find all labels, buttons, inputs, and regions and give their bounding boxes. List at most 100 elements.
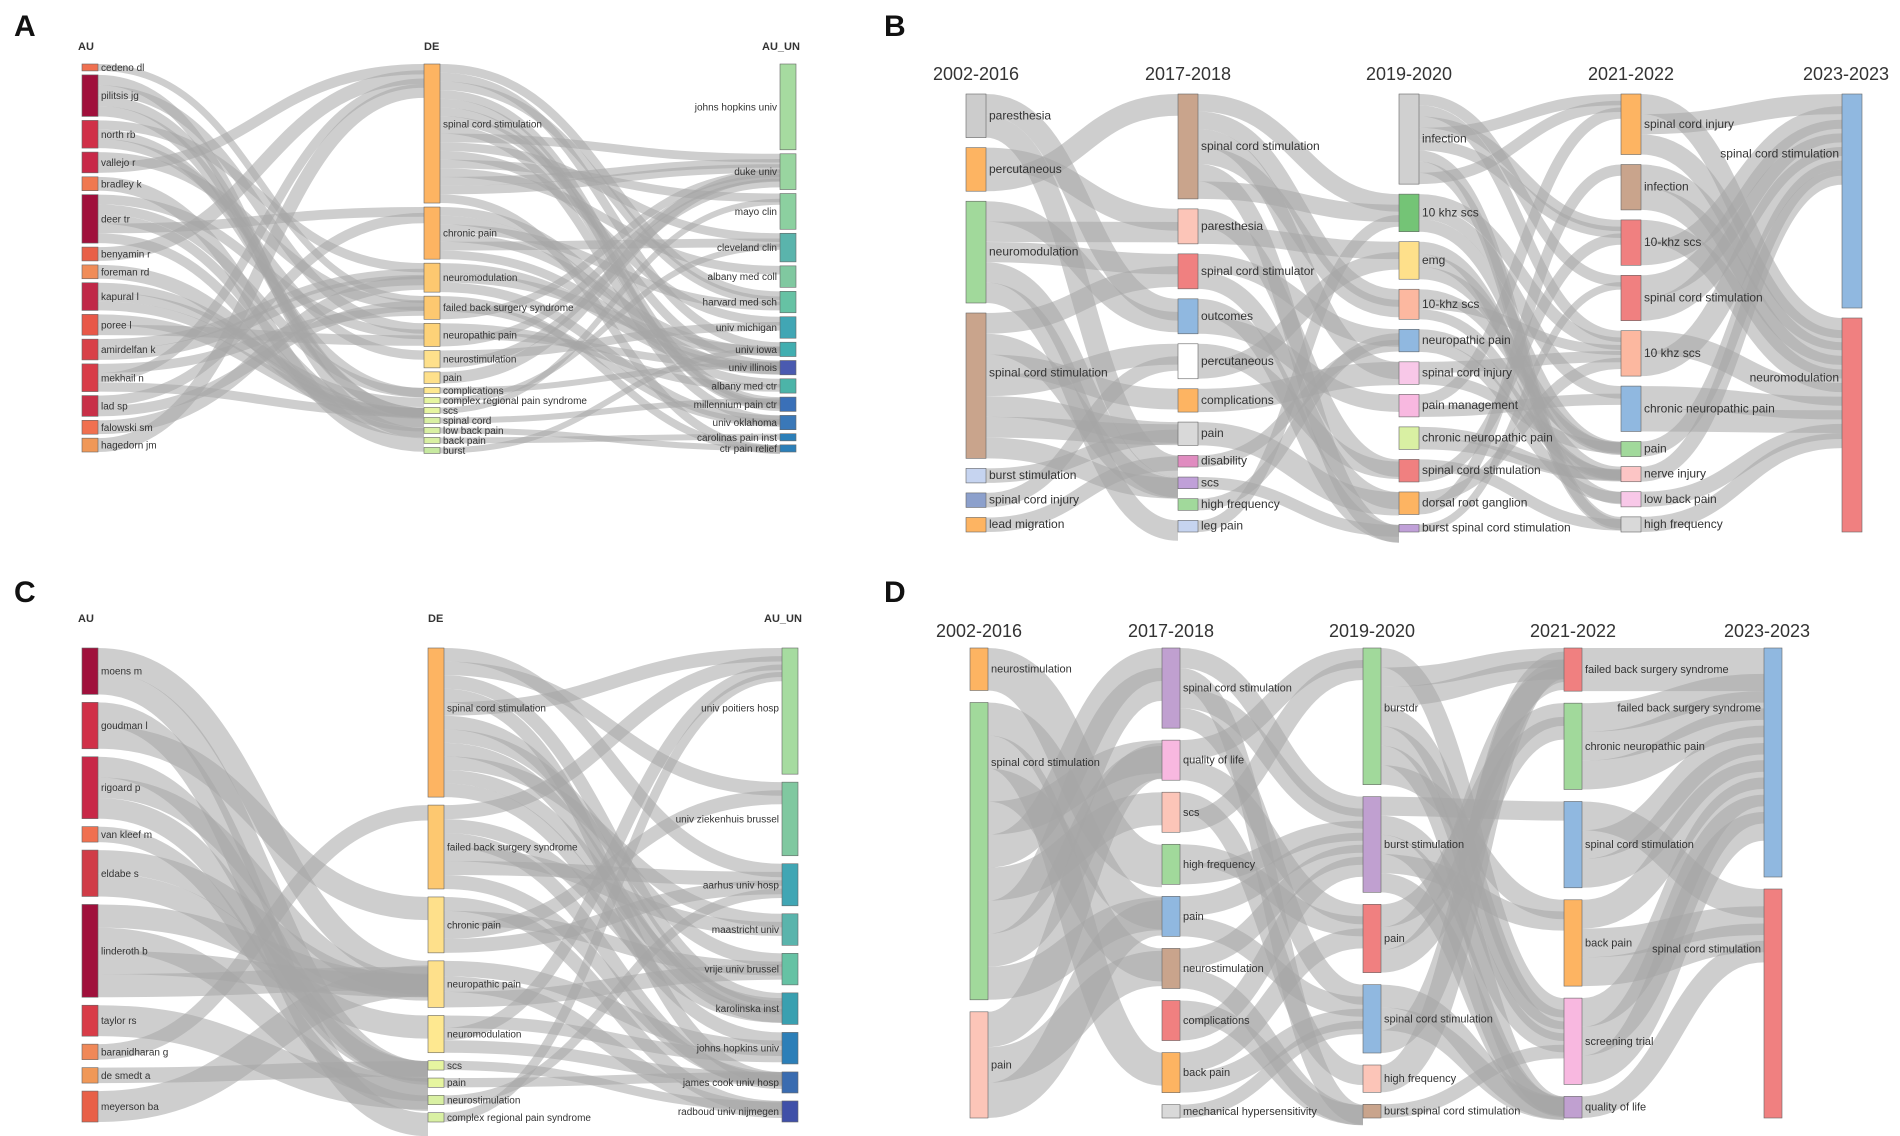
sankey-node[interactable] (1161, 647, 1181, 729)
sankey-node[interactable] (1763, 647, 1783, 878)
sankey-node[interactable] (81, 338, 99, 361)
sankey-node[interactable] (1563, 1096, 1583, 1119)
sankey-node[interactable] (423, 407, 441, 414)
sankey-node[interactable] (81, 395, 99, 417)
sankey-node[interactable] (81, 176, 99, 191)
sankey-node[interactable] (423, 371, 441, 384)
sankey-node[interactable] (1563, 997, 1583, 1085)
sankey-node[interactable] (1362, 984, 1382, 1054)
sankey-node[interactable] (1177, 298, 1199, 335)
sankey-node[interactable] (1177, 93, 1199, 200)
sankey-node[interactable] (81, 314, 99, 336)
sankey-node[interactable] (779, 316, 797, 339)
sankey-node[interactable] (427, 1112, 445, 1123)
sankey-node[interactable] (1398, 193, 1420, 232)
sankey-node[interactable] (965, 312, 987, 459)
sankey-node[interactable] (779, 444, 797, 453)
sankey-node[interactable] (781, 781, 799, 857)
sankey-node[interactable] (1398, 459, 1420, 483)
sankey-node[interactable] (781, 953, 799, 986)
sankey-node[interactable] (81, 826, 99, 843)
sankey-node[interactable] (969, 702, 989, 1001)
sankey-node[interactable] (423, 417, 441, 424)
sankey-node[interactable] (1620, 466, 1642, 483)
sankey-node[interactable] (81, 702, 99, 750)
sankey-node[interactable] (1177, 476, 1199, 489)
sankey-node[interactable] (81, 246, 99, 262)
sankey-node[interactable] (1177, 498, 1199, 511)
sankey-node[interactable] (1177, 388, 1199, 413)
sankey-node[interactable] (965, 517, 987, 533)
sankey-node[interactable] (1398, 426, 1420, 450)
sankey-node[interactable] (423, 262, 441, 293)
sankey-node[interactable] (1398, 241, 1420, 280)
sankey-node[interactable] (1177, 520, 1199, 533)
sankey-node[interactable] (81, 420, 99, 435)
sankey-node[interactable] (1563, 647, 1583, 692)
sankey-node[interactable] (81, 151, 99, 174)
sankey-node[interactable] (1398, 328, 1420, 353)
sankey-node[interactable] (423, 323, 441, 347)
sankey-node[interactable] (423, 387, 441, 394)
sankey-node[interactable] (423, 206, 441, 260)
sankey-node[interactable] (1398, 491, 1420, 515)
sankey-node[interactable] (427, 1060, 445, 1071)
sankey-node[interactable] (1362, 1104, 1382, 1119)
sankey-node[interactable] (781, 1071, 799, 1094)
sankey-node[interactable] (779, 232, 797, 263)
sankey-node[interactable] (781, 1100, 799, 1123)
sankey-node[interactable] (427, 1015, 445, 1054)
sankey-node[interactable] (1620, 219, 1642, 266)
sankey-node[interactable] (1362, 904, 1382, 973)
sankey-node[interactable] (81, 904, 99, 998)
sankey-node[interactable] (1620, 330, 1642, 377)
sankey-node[interactable] (1620, 275, 1642, 321)
sankey-node[interactable] (779, 378, 797, 394)
sankey-node[interactable] (427, 804, 445, 890)
sankey-node[interactable] (427, 960, 445, 1008)
sankey-node[interactable] (81, 1004, 99, 1037)
sankey-node[interactable] (423, 295, 441, 320)
sankey-node[interactable] (965, 468, 987, 484)
sankey-node[interactable] (779, 396, 797, 412)
sankey-node[interactable] (1177, 208, 1199, 245)
sankey-node[interactable] (1161, 739, 1181, 781)
sankey-node[interactable] (965, 147, 987, 192)
sankey-node[interactable] (1620, 516, 1642, 533)
sankey-node[interactable] (81, 849, 99, 897)
sankey-node[interactable] (965, 492, 987, 508)
sankey-node[interactable] (427, 1095, 445, 1105)
sankey-node[interactable] (423, 427, 441, 434)
sankey-node[interactable] (81, 63, 99, 72)
sankey-node[interactable] (1161, 1052, 1181, 1093)
sankey-node[interactable] (81, 74, 99, 117)
sankey-node[interactable] (81, 647, 99, 695)
sankey-node[interactable] (781, 913, 799, 946)
sankey-node[interactable] (781, 863, 799, 907)
sankey-node[interactable] (1161, 1104, 1181, 1119)
sankey-node[interactable] (81, 756, 99, 819)
sankey-node[interactable] (1177, 343, 1199, 380)
sankey-node[interactable] (1563, 899, 1583, 987)
sankey-node[interactable] (1177, 455, 1199, 468)
sankey-node[interactable] (779, 265, 797, 288)
sankey-node[interactable] (779, 341, 797, 357)
sankey-node[interactable] (779, 360, 797, 376)
sankey-node[interactable] (81, 282, 99, 311)
sankey-node[interactable] (965, 93, 987, 138)
sankey-node[interactable] (779, 433, 797, 442)
sankey-node[interactable] (779, 63, 797, 151)
sankey-node[interactable] (1398, 288, 1420, 320)
sankey-node[interactable] (81, 437, 99, 453)
sankey-node[interactable] (1362, 1064, 1382, 1093)
sankey-node[interactable] (423, 397, 441, 404)
sankey-node[interactable] (1161, 1000, 1181, 1041)
sankey-node[interactable] (423, 350, 441, 369)
sankey-node[interactable] (779, 415, 797, 431)
sankey-node[interactable] (1161, 843, 1181, 885)
sankey-node[interactable] (423, 437, 441, 444)
sankey-node[interactable] (1177, 253, 1199, 290)
sankey-node[interactable] (1362, 647, 1382, 785)
sankey-node[interactable] (781, 647, 799, 775)
sankey-node[interactable] (965, 200, 987, 304)
